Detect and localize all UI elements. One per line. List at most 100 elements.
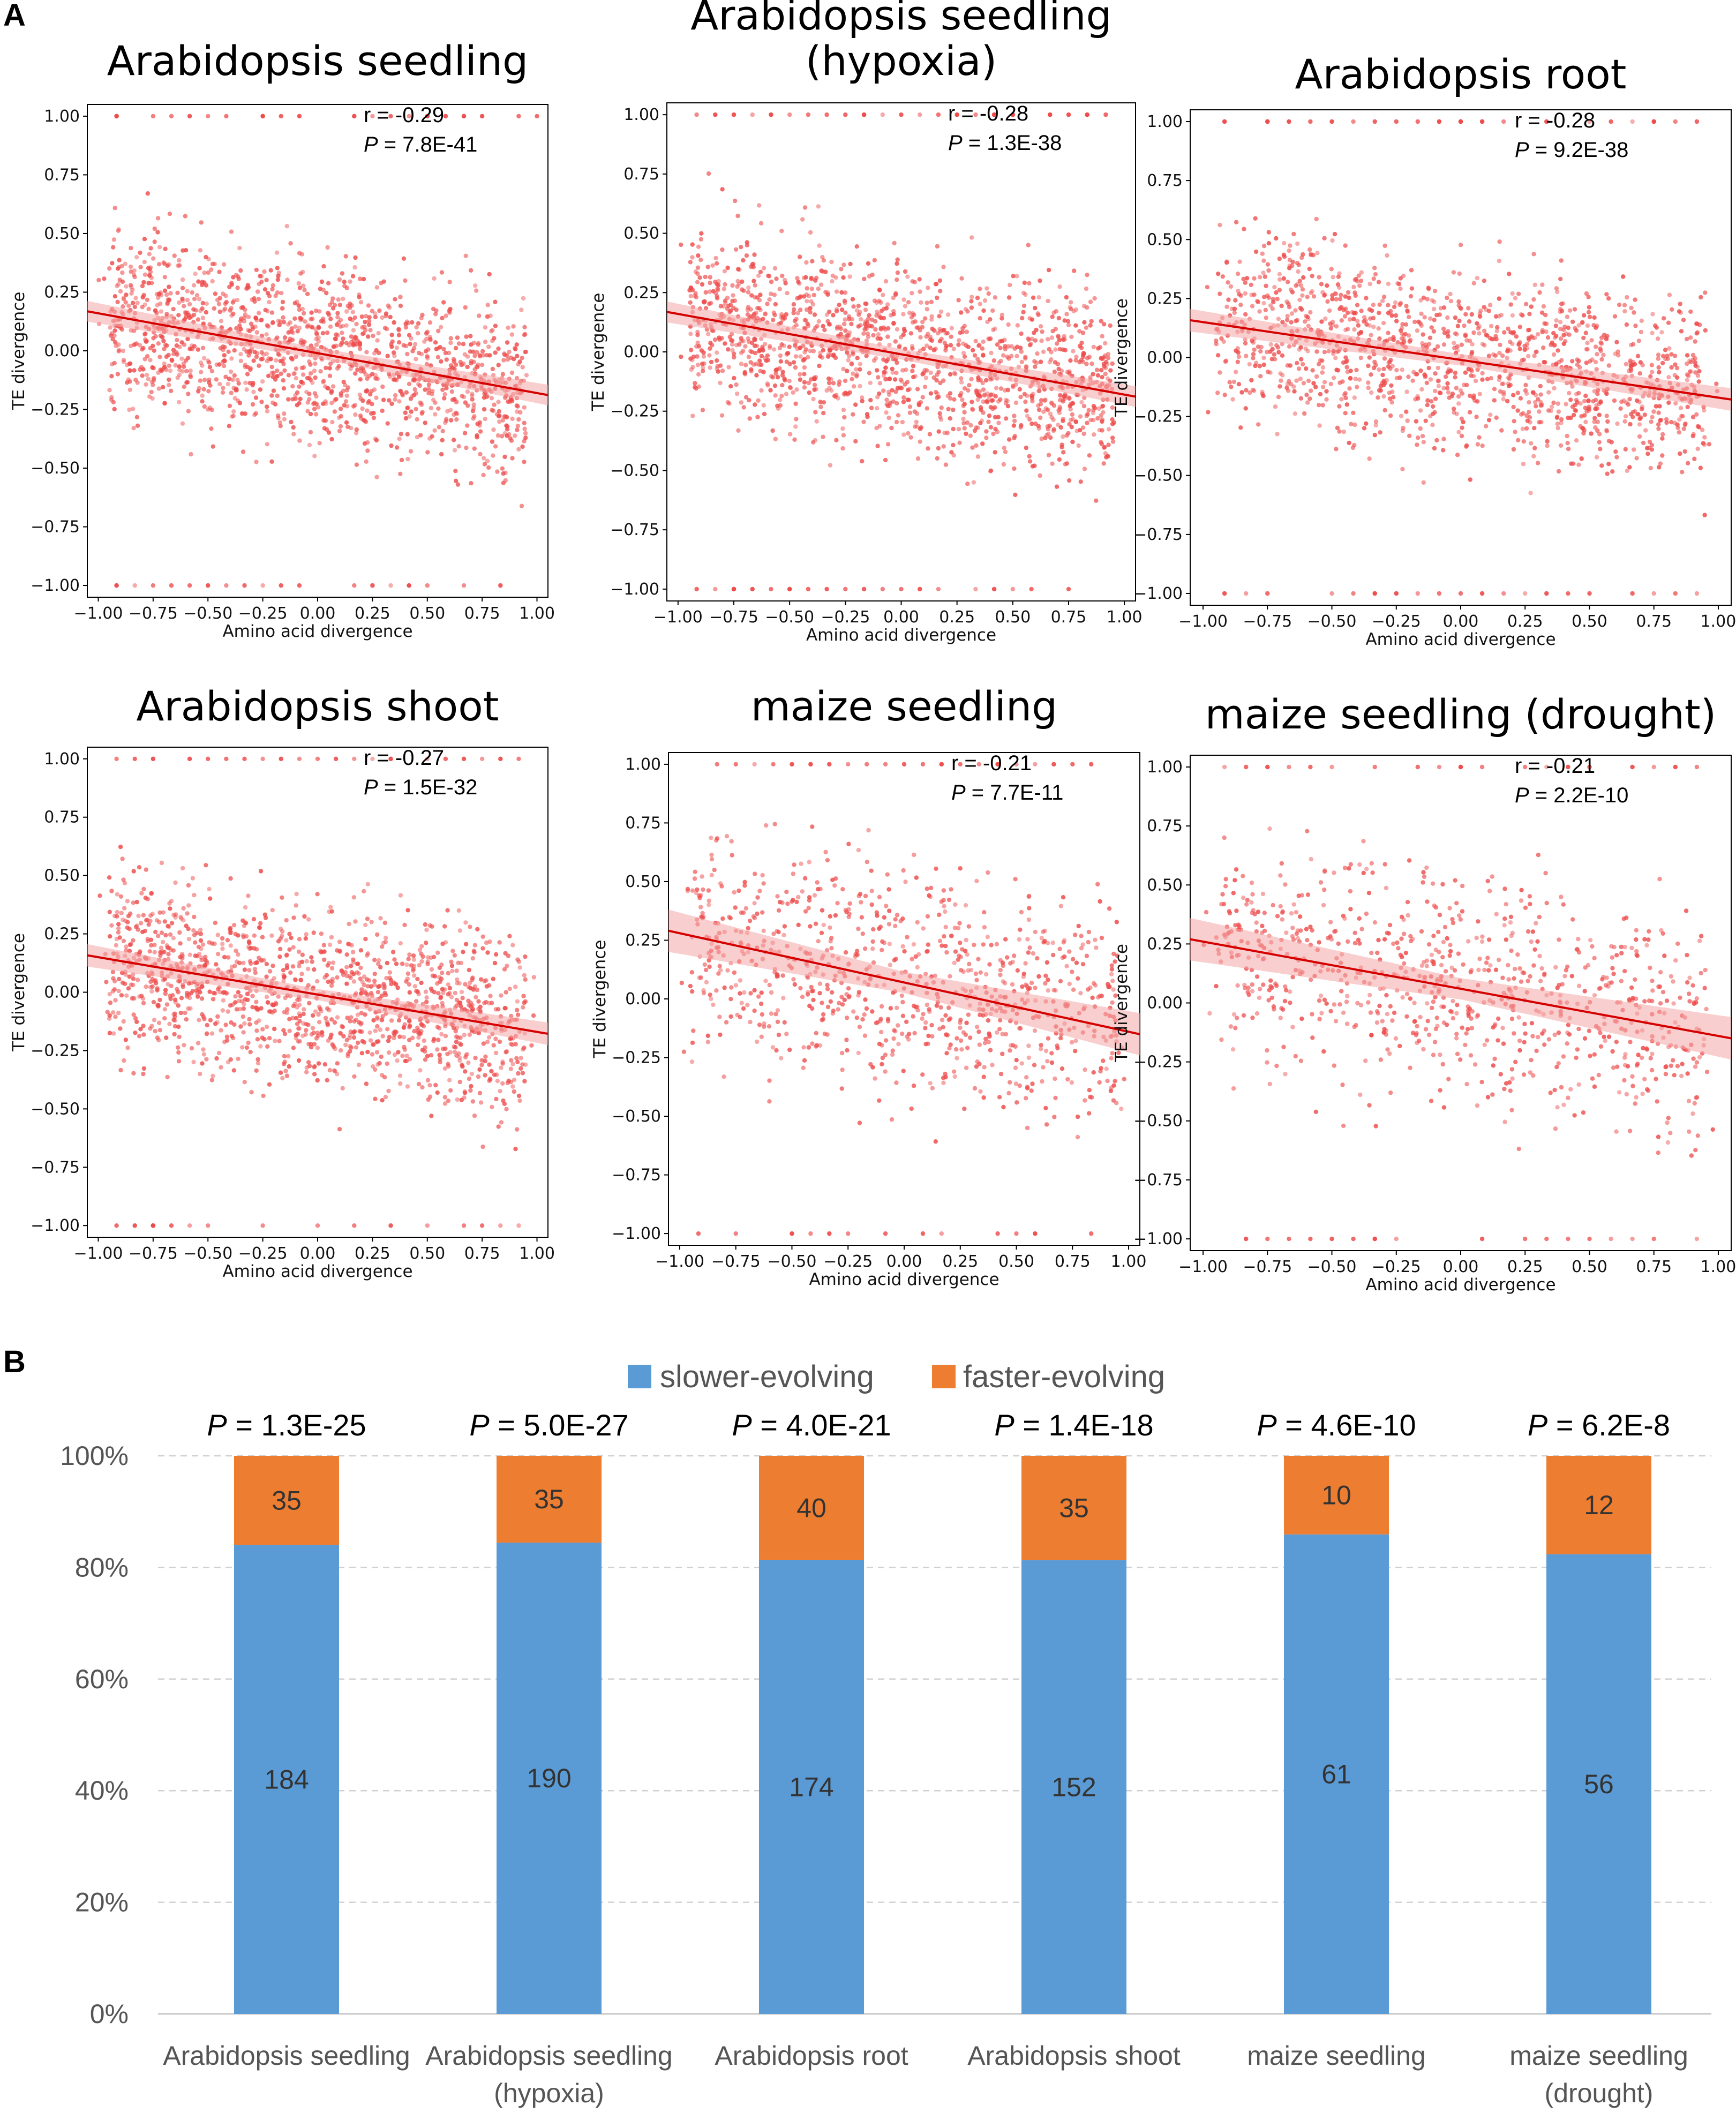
scatter-point	[250, 402, 255, 407]
scatter-point	[703, 274, 708, 280]
scatter-point	[919, 300, 923, 305]
scatter-point	[1236, 354, 1242, 359]
scatter-point	[1214, 339, 1219, 343]
scatter-point	[1632, 447, 1636, 452]
scatter-point	[1389, 400, 1394, 405]
scatter-point	[516, 362, 521, 367]
scatter-point	[169, 583, 174, 588]
scatter-point	[1593, 359, 1598, 365]
scatter-point	[1062, 394, 1067, 398]
scatter-point	[1294, 283, 1298, 288]
scatter-point	[476, 342, 480, 347]
scatter-point	[516, 417, 521, 422]
scatter-point	[1406, 374, 1411, 379]
scatter-point	[221, 262, 227, 267]
scatter-point	[431, 397, 436, 402]
scatter-point	[260, 379, 265, 384]
scatter-point	[433, 412, 438, 417]
scatter-point	[1644, 446, 1650, 450]
scatter-point	[936, 370, 941, 374]
scatter-point	[726, 347, 731, 352]
scatter-point	[1352, 422, 1357, 427]
scatter-point	[1699, 295, 1703, 300]
scatter-point	[515, 427, 520, 432]
scatter-point	[1567, 308, 1573, 313]
scatter-point	[792, 437, 797, 442]
scatter-point	[435, 355, 440, 360]
scatter-point	[938, 289, 943, 294]
scatter-point	[948, 343, 953, 348]
scatter-point	[1452, 345, 1457, 350]
scatter-point	[393, 377, 397, 382]
scatter-point	[936, 446, 941, 451]
scatter-point	[1510, 313, 1515, 318]
scatter-point	[461, 114, 467, 119]
scatter-point	[405, 320, 411, 326]
scatter-point	[1308, 119, 1313, 124]
scatter-point	[1048, 411, 1053, 416]
scatter-point	[1540, 282, 1545, 287]
scatter-point	[988, 317, 993, 322]
scatter-point	[1574, 438, 1579, 443]
scatter-point	[829, 259, 834, 265]
scatter-point	[454, 968, 459, 973]
scatter-point	[1277, 256, 1282, 261]
scatter-point	[688, 294, 693, 298]
scatter-point	[145, 297, 150, 302]
scatter-point	[386, 303, 391, 308]
scatter-point	[296, 303, 301, 308]
scatter-point	[257, 282, 261, 287]
scatter-point	[725, 306, 730, 311]
scatter-point	[981, 399, 986, 404]
scatter-point	[785, 291, 790, 296]
scatter-point	[1531, 297, 1536, 302]
scatter-point	[903, 304, 908, 309]
scatter-point	[780, 317, 785, 322]
scatter-point	[923, 316, 928, 321]
scatter-point	[426, 391, 431, 396]
scatter-point	[831, 352, 836, 357]
scatter-point	[690, 365, 695, 370]
x-tick-label: −0.75	[129, 604, 178, 623]
scatter-point	[292, 316, 297, 321]
scatter-point	[802, 205, 808, 210]
scatter-point	[365, 408, 370, 413]
scatter-point	[1080, 425, 1086, 430]
scatter-point	[354, 427, 359, 432]
scatter-point	[901, 432, 906, 437]
scatter-point	[520, 356, 524, 360]
scatter-point	[1492, 387, 1497, 392]
scatter-point	[874, 313, 879, 318]
scatter-point	[157, 355, 162, 359]
scatter-point	[366, 334, 371, 339]
scatter-point	[1359, 270, 1364, 275]
scatter-point	[949, 326, 954, 330]
scatter-point	[224, 114, 229, 119]
scatter-point	[1110, 439, 1116, 444]
scatter-point	[223, 374, 228, 379]
scatter-point	[794, 387, 799, 392]
scatter-point	[1364, 421, 1369, 426]
scatter-point	[405, 405, 410, 410]
scatter-point	[980, 346, 985, 351]
scatter-point	[1337, 404, 1342, 409]
scatter-point	[981, 353, 986, 358]
scatter-point	[996, 399, 1001, 404]
scatter-point	[300, 269, 305, 274]
scatter-point	[1033, 421, 1038, 426]
scatter-point	[282, 335, 288, 340]
scatter-point	[696, 244, 701, 249]
scatter-point	[140, 373, 145, 378]
scatter-point	[135, 300, 140, 305]
scatter-point	[261, 352, 266, 357]
scatter-point	[251, 381, 255, 386]
scatter-point	[891, 321, 896, 326]
scatter-point	[265, 359, 270, 364]
scatter-point	[1088, 323, 1093, 328]
scatter-point	[886, 415, 891, 420]
scatter-point	[767, 345, 772, 350]
scatter-point	[522, 1079, 527, 1084]
scatter-point	[918, 112, 922, 117]
scatter-point	[141, 280, 146, 285]
scatter-point	[124, 363, 130, 367]
